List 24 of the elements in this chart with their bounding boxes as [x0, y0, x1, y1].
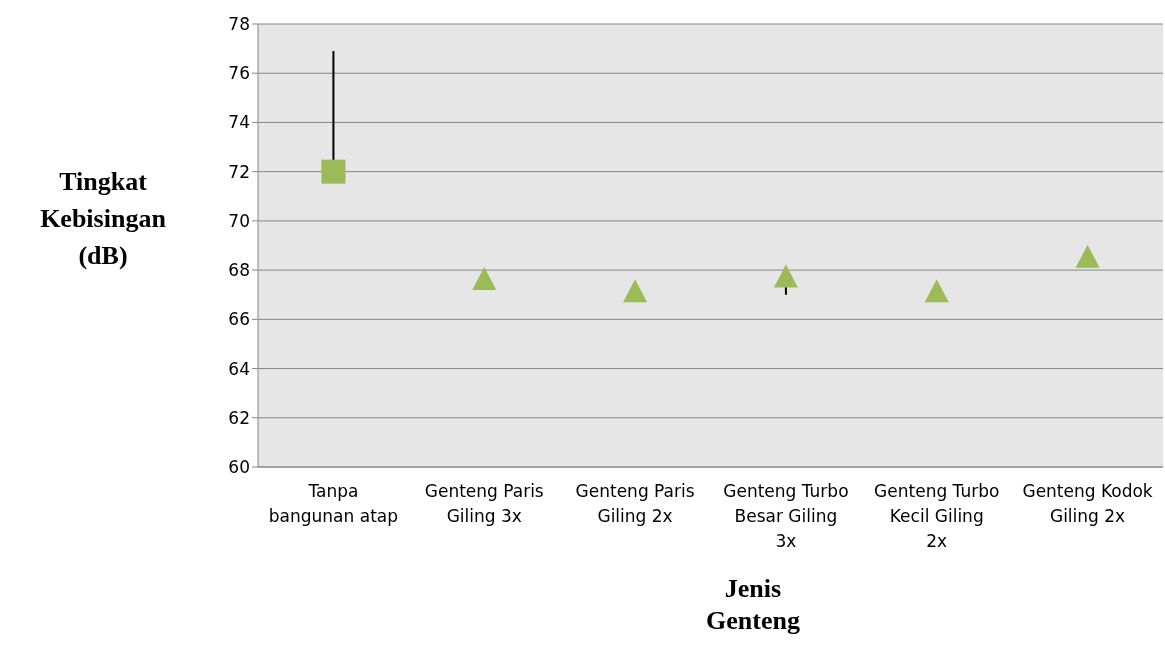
x-tick-label: Genteng Kodok Giling 2x	[1022, 481, 1153, 526]
x-tick-label: Tanpa bangunan atap	[268, 481, 399, 526]
y-tick-label: 72	[228, 161, 250, 182]
point	[924, 279, 949, 303]
y-tick-label: 74	[228, 112, 250, 133]
y-tick-label: 70	[228, 210, 250, 231]
point	[623, 279, 648, 303]
x-axis-title: Jenis Genteng	[705, 573, 801, 637]
y-tick-label: 62	[228, 407, 250, 428]
y-tick-label: 60	[228, 457, 250, 478]
y-tick-label: 76	[228, 63, 250, 84]
point	[1075, 244, 1100, 268]
y-tick-label: 66	[228, 309, 250, 330]
y-tick-label: 78	[228, 14, 250, 35]
y-tick-label: 64	[228, 358, 250, 379]
x-tick-label: Genteng Paris Giling 3x	[424, 481, 544, 526]
x-tick-label: Genteng Turbo Kecil Giling 2x	[874, 481, 1000, 551]
point	[321, 159, 346, 184]
point	[773, 264, 798, 288]
x-tick-label: Genteng Turbo Besar Giling 3x	[723, 481, 849, 551]
y-tick-label: 68	[228, 260, 250, 281]
y-axis-title: Tingkat Kebisingan (dB)	[39, 166, 167, 272]
point	[472, 266, 497, 290]
x-tick-label: Genteng Paris Giling 2x	[575, 481, 695, 526]
